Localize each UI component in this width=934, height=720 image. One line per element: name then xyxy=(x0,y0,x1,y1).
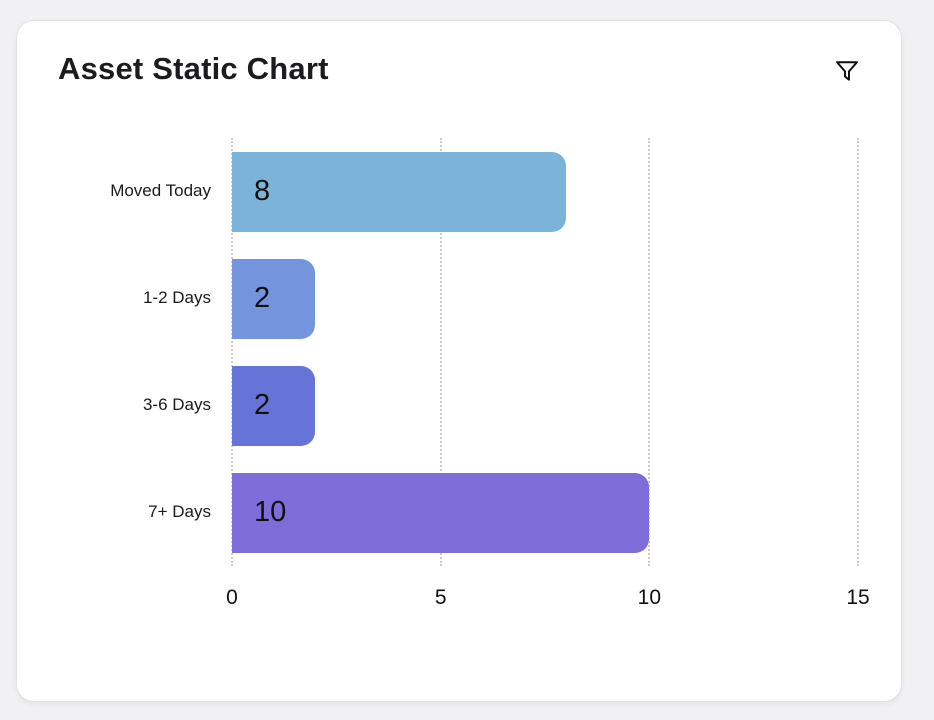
filter-button[interactable] xyxy=(829,53,865,92)
bar-track: 2 xyxy=(232,365,858,446)
chart-rows: Moved Today 8 1-2 Days 2 3-6 Days 2 7+ Days 10 xyxy=(17,138,901,566)
category-label: Moved Today xyxy=(110,181,211,201)
bar-value-label: 2 xyxy=(254,282,271,314)
x-tick-label: 0 xyxy=(226,586,238,609)
bar-track: 10 xyxy=(232,472,858,553)
gridline xyxy=(231,138,233,566)
x-tick-label: 10 xyxy=(637,586,662,609)
bar[interactable]: 10 xyxy=(232,472,650,553)
x-tick-label: 5 xyxy=(434,586,447,609)
bar-value-label: 8 xyxy=(254,175,271,207)
bar-row: 7+ Days 10 xyxy=(17,459,901,566)
chart-card: Asset Static Chart Moved Today 8 1-2 Days 2… xyxy=(16,20,902,702)
bar-chart: Moved Today 8 1-2 Days 2 3-6 Days 2 7+ Days 10 … xyxy=(17,138,901,614)
category-label: 7+ Days xyxy=(148,502,211,522)
gridlines xyxy=(231,138,859,566)
x-tick-label: 15 xyxy=(846,586,870,609)
bar-value-label: 10 xyxy=(254,496,287,528)
bar[interactable]: 2 xyxy=(232,365,316,446)
x-axis: 0 5 10 15 xyxy=(226,580,870,614)
bar[interactable]: 8 xyxy=(232,151,566,232)
gridline xyxy=(648,138,651,566)
page-title: Asset Static Chart xyxy=(58,51,329,86)
category-label: 3-6 Days xyxy=(142,395,211,415)
bar-track: 2 xyxy=(232,258,858,339)
bar-value-label: 2 xyxy=(254,389,271,421)
category-label: 1-2 Days xyxy=(142,288,211,308)
bar-track: 8 xyxy=(232,151,858,232)
bar-row: 3-6 Days 2 xyxy=(17,352,901,459)
filter-icon xyxy=(836,61,858,81)
card-header: Asset Static Chart xyxy=(17,21,901,92)
gridline xyxy=(439,138,442,566)
bar-row: 1-2 Days 2 xyxy=(17,245,901,352)
gridline xyxy=(857,138,859,566)
bar-row: Moved Today 8 xyxy=(17,138,901,245)
bar[interactable]: 2 xyxy=(232,258,316,339)
